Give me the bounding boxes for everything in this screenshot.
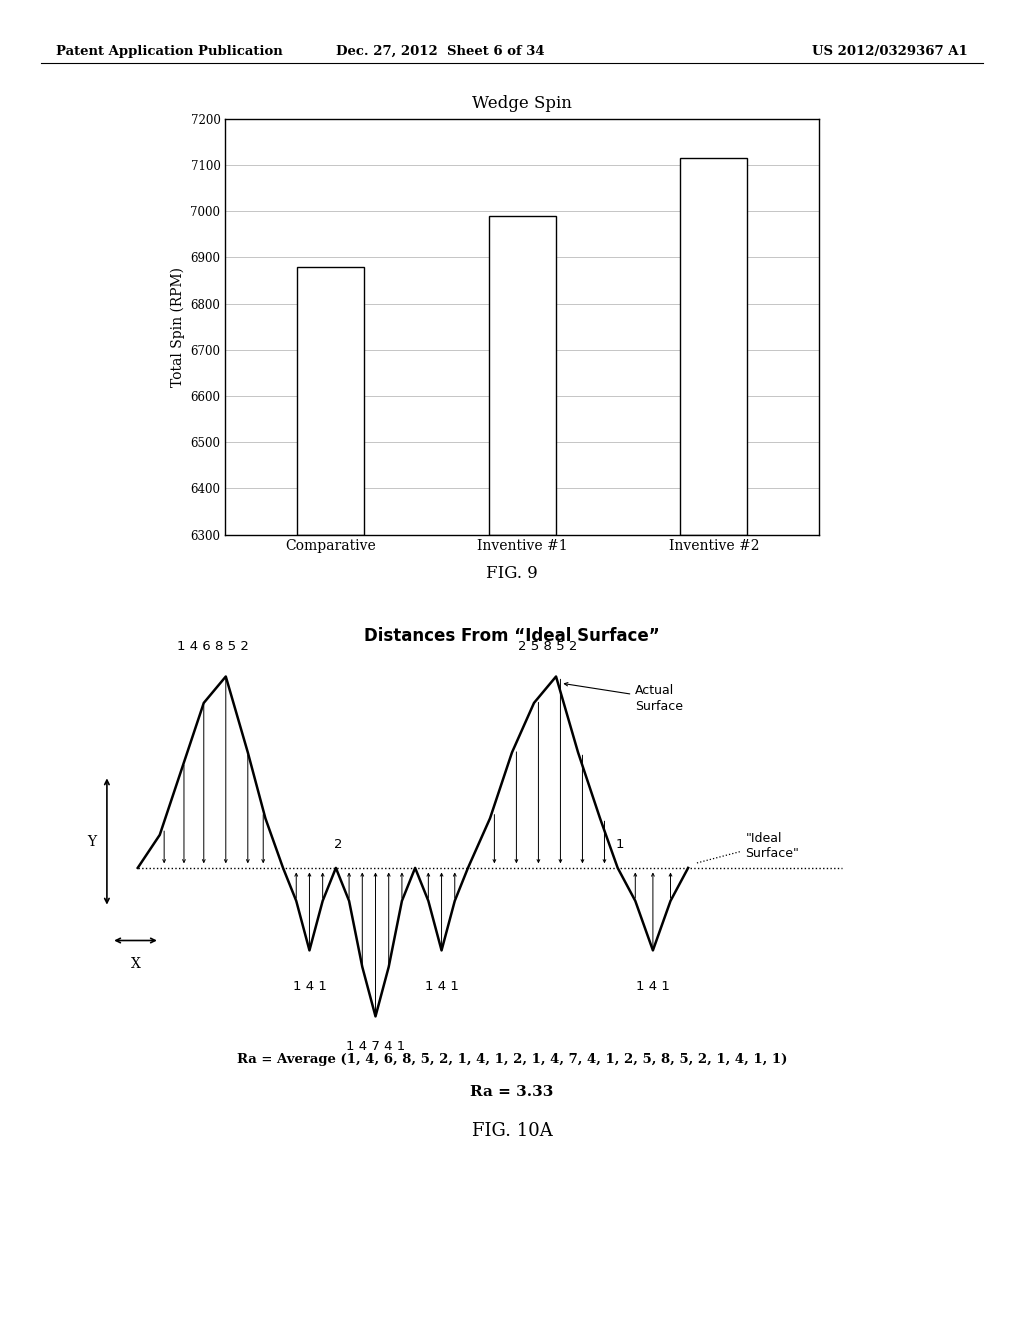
Y-axis label: Total Spin (RPM): Total Spin (RPM) [170, 267, 185, 387]
Text: 1 4 1: 1 4 1 [293, 979, 327, 993]
Text: "Ideal
Surface": "Ideal Surface" [745, 833, 800, 861]
Text: FIG. 9: FIG. 9 [486, 565, 538, 582]
Text: X: X [131, 957, 140, 972]
Bar [680, 158, 748, 535]
Text: 1: 1 [615, 838, 625, 851]
Text: 2: 2 [334, 838, 342, 851]
Text: 1 4 1: 1 4 1 [425, 979, 459, 993]
Text: 1 4 1: 1 4 1 [636, 979, 670, 993]
Text: Dec. 27, 2012  Sheet 6 of 34: Dec. 27, 2012 Sheet 6 of 34 [336, 45, 545, 58]
Text: US 2012/0329367 A1: US 2012/0329367 A1 [812, 45, 968, 58]
Text: Actual
Surface: Actual Surface [564, 682, 683, 713]
Text: 1 4 6 8 5 2: 1 4 6 8 5 2 [177, 640, 249, 653]
Text: Patent Application Publication: Patent Application Publication [56, 45, 283, 58]
Bar [488, 216, 556, 535]
Title: Wedge Spin: Wedge Spin [472, 95, 572, 112]
Text: 2 5 8 5 2: 2 5 8 5 2 [517, 640, 577, 653]
Text: FIG. 10A: FIG. 10A [472, 1122, 552, 1140]
Text: 1 4 7 4 1: 1 4 7 4 1 [346, 1040, 406, 1052]
Bar [297, 267, 365, 535]
Text: Distances From “Ideal Surface”: Distances From “Ideal Surface” [365, 627, 659, 645]
Text: Ra = 3.33: Ra = 3.33 [470, 1085, 554, 1100]
Text: Ra = Average (1, 4, 6, 8, 5, 2, 1, 4, 1, 2, 1, 4, 7, 4, 1, 2, 5, 8, 5, 2, 1, 4, : Ra = Average (1, 4, 6, 8, 5, 2, 1, 4, 1,… [237, 1053, 787, 1067]
Text: Y: Y [87, 834, 96, 849]
